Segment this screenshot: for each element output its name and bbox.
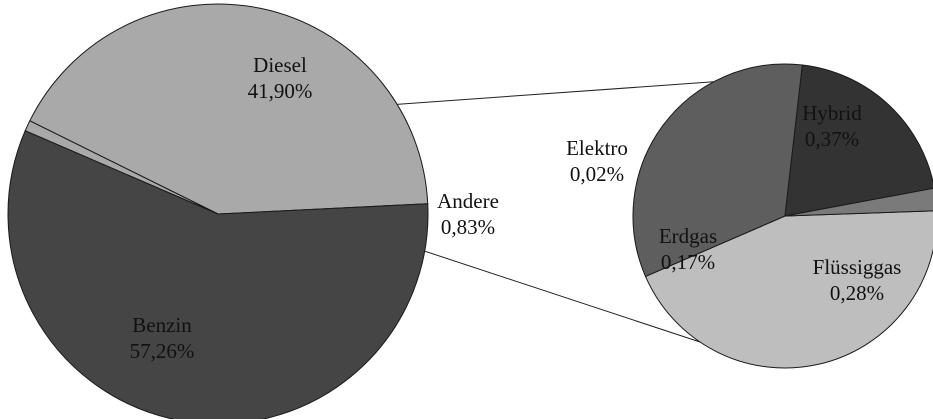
slice-elektro [784, 187, 933, 217]
main-pie [7, 3, 429, 419]
slice-hybrid [644, 210, 933, 369]
data-label-flussiggas: Flüssiggas 0,28% [813, 255, 902, 305]
data-label-erdgas: Erdgas 0,17% [659, 224, 717, 274]
slice-erdgas [784, 64, 933, 217]
data-label-andere: Andere 0,83% [437, 189, 499, 239]
data-label-diesel: Diesel 41,90% [248, 53, 313, 103]
secondary-pie [632, 63, 933, 369]
slice-benzin [7, 130, 429, 419]
data-label-elektro: Elektro 0,02% [566, 136, 628, 186]
slice-flussiggas [632, 63, 803, 278]
data-label-hybrid: Hybrid 0,37% [802, 101, 862, 151]
data-label-benzin: Benzin 57,26% [130, 313, 195, 363]
slice-labels: Diesel 41,90% Andere 0,83% Benzin 57,26% Hybri… [130, 53, 902, 363]
slice-diesel [29, 3, 429, 215]
